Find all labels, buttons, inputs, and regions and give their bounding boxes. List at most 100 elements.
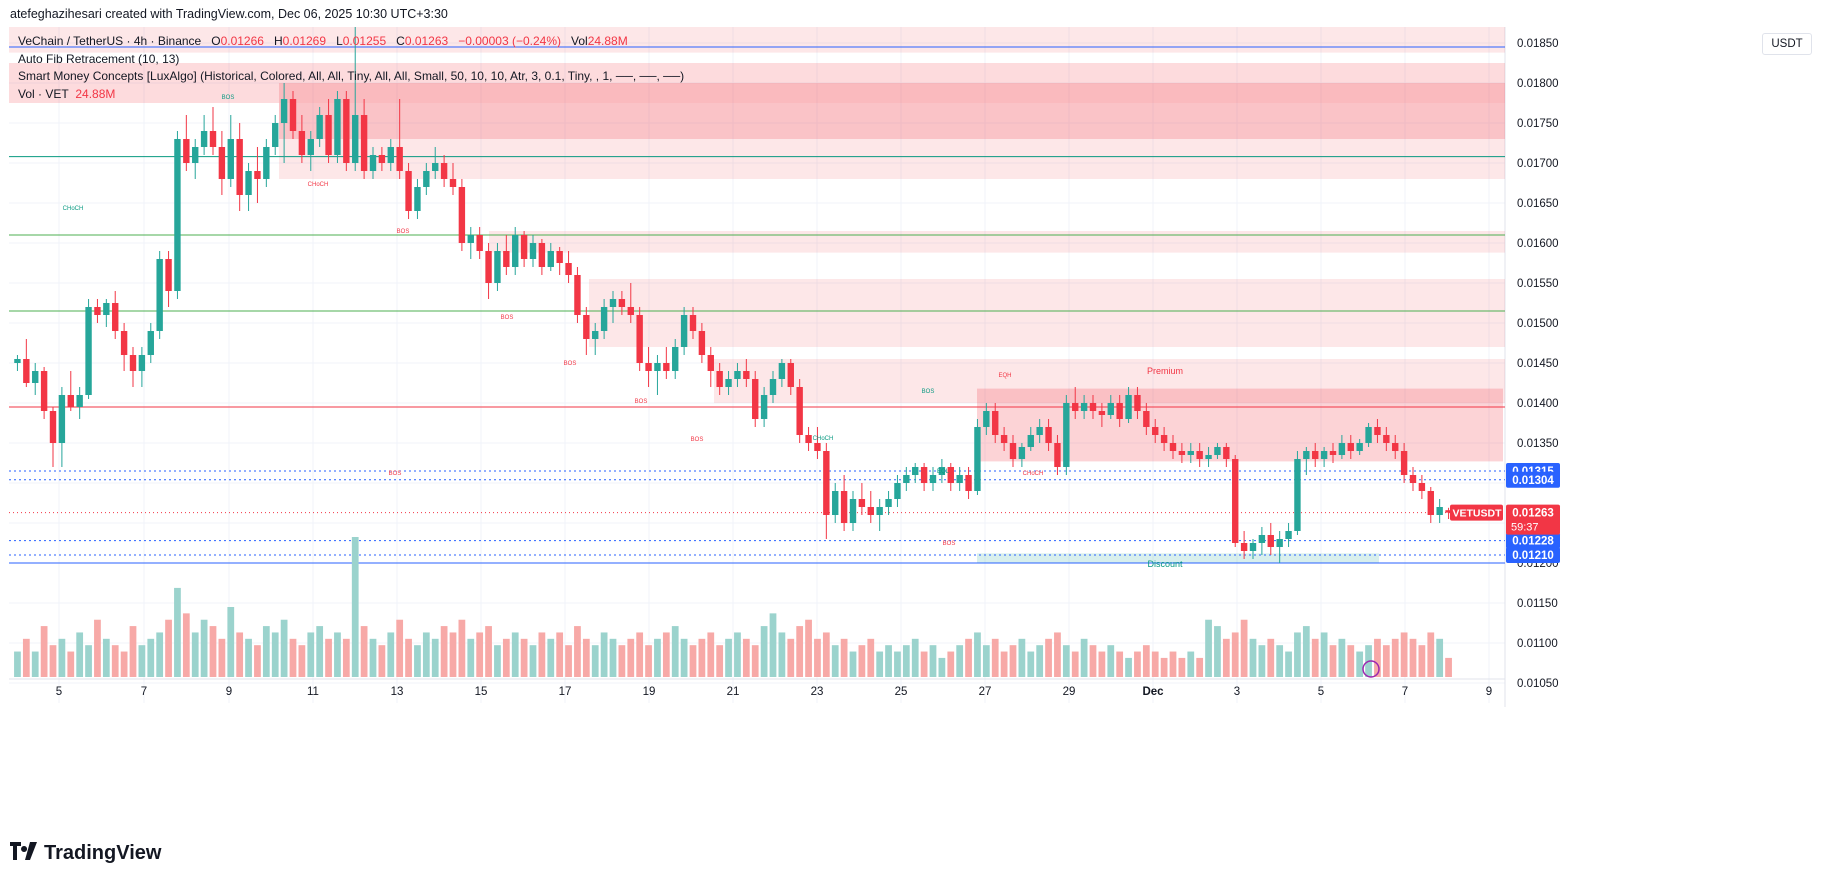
candle-body	[778, 363, 786, 379]
currency-selector[interactable]: USDT	[1762, 33, 1812, 55]
volume-bar	[387, 632, 395, 677]
legend-symbol-row: VeChain / TetherUS · 4h · Binance O0.012…	[18, 33, 684, 51]
volume-bar	[1382, 645, 1390, 677]
tradingview-logo-icon	[10, 840, 38, 866]
volume-bar	[618, 645, 626, 677]
volume-bar	[600, 632, 608, 677]
volume-bar	[654, 638, 661, 677]
candle-body	[529, 243, 537, 259]
volume-bar	[1418, 645, 1426, 677]
legend-indicator-volume[interactable]: Vol · VET 24.88M	[18, 86, 684, 104]
volume-bar	[405, 638, 412, 677]
price-tick-label: 0.01600	[1517, 238, 1559, 250]
candle-body	[1303, 451, 1310, 459]
volume-bar	[1222, 638, 1230, 677]
candle-body	[805, 435, 812, 443]
candle-body	[272, 123, 279, 147]
time-tick-label: 7	[141, 686, 147, 698]
candle-body	[503, 251, 510, 267]
candle-body	[1009, 443, 1017, 459]
candle-body	[494, 251, 501, 283]
candle-body	[458, 187, 466, 243]
volume-bar	[1125, 657, 1132, 677]
last-price-badge-bg	[1506, 504, 1560, 535]
volume-bar	[431, 638, 439, 677]
volume-bar	[956, 645, 964, 677]
eql-label: EQL	[937, 469, 950, 475]
candle-body	[627, 307, 634, 315]
bos-label: BOS	[397, 229, 410, 235]
time-tick-label: 21	[727, 686, 740, 698]
price-tick-label: 0.01500	[1517, 318, 1559, 330]
candle-body	[556, 251, 563, 263]
candle-body	[1134, 395, 1141, 411]
lightning-icon[interactable]	[1362, 660, 1380, 678]
candle-body	[760, 395, 768, 419]
legend-vol-key: Vol	[571, 34, 588, 48]
candle-body	[67, 395, 74, 407]
candle-body	[325, 115, 332, 155]
volume-bar	[316, 626, 324, 677]
legend-indicator-fib[interactable]: Auto Fib Retracement (10, 13)	[18, 51, 180, 66]
candle-body	[1054, 443, 1061, 467]
chart-area[interactable]: 0.01850 0.01800 0.01750 0.01700 0.01650 0.016…	[9, 27, 1761, 823]
volume-bar	[920, 651, 928, 677]
volume-bar	[1445, 657, 1452, 677]
time-tick-label: 25	[895, 686, 908, 698]
candle-body	[840, 491, 848, 523]
candle-body	[112, 303, 119, 331]
candle-body	[974, 427, 981, 491]
candle-body	[1258, 535, 1266, 543]
volume-bar	[725, 638, 732, 677]
candle-body	[1160, 435, 1168, 443]
legend-symbol[interactable]: VeChain / TetherUS · 4h · Binance	[18, 34, 202, 48]
candle-body	[387, 147, 394, 163]
volume-bar	[1409, 638, 1417, 677]
volume-bar	[840, 638, 848, 677]
legend-volume-key: Vol · VET	[18, 86, 69, 101]
volume-bar	[911, 638, 919, 677]
legend-high-value: 0.01269	[282, 34, 327, 48]
last-price-value: 0.01263	[1512, 508, 1554, 520]
volume-bar	[298, 645, 306, 677]
volume-bar	[529, 645, 537, 677]
candle-body	[574, 275, 581, 315]
candle-body	[583, 315, 590, 339]
candle-body	[823, 451, 830, 515]
volume-bar	[1276, 645, 1284, 677]
volume-bar	[1311, 638, 1319, 677]
candle-body	[618, 299, 626, 307]
candle-body	[1312, 451, 1319, 459]
candle-body	[1294, 459, 1301, 531]
volume-bar	[1080, 638, 1088, 677]
volume-bar	[867, 638, 875, 677]
time-tick-label: 11	[307, 686, 319, 698]
volume-bar	[76, 632, 84, 677]
volume-bar	[1134, 651, 1141, 677]
candle-body	[600, 307, 608, 331]
candle-body	[894, 483, 901, 499]
candle-body	[1392, 443, 1399, 451]
volume-bar	[138, 645, 146, 677]
candle-body	[147, 331, 154, 355]
candle-body	[138, 355, 146, 371]
volume-bar	[342, 638, 350, 677]
volume-bar	[40, 626, 48, 677]
volume-bar	[1391, 638, 1399, 677]
time-tick-label: 29	[1063, 686, 1076, 698]
supply-zone-top	[9, 27, 1505, 53]
candle-body	[174, 139, 181, 291]
volume-bar	[236, 632, 244, 677]
volume-bar	[494, 645, 501, 677]
volume-bar	[254, 645, 261, 677]
candle-body	[1285, 531, 1292, 539]
legend-indicator-smc[interactable]: Smart Money Concepts [LuxAlgo] (Historic…	[18, 69, 685, 83]
candle-body	[360, 115, 368, 171]
bos-label: BOS	[564, 361, 577, 367]
tradingview-logo[interactable]: TradingView	[10, 840, 161, 866]
volume-bar	[1160, 657, 1168, 677]
price-chart-svg[interactable]: 0.01850 0.01800 0.01750 0.01700 0.01650 0.016…	[9, 27, 1761, 823]
choch-label: CHoCH	[63, 206, 84, 212]
volume-bar	[671, 626, 679, 677]
candle-body	[1356, 443, 1363, 451]
